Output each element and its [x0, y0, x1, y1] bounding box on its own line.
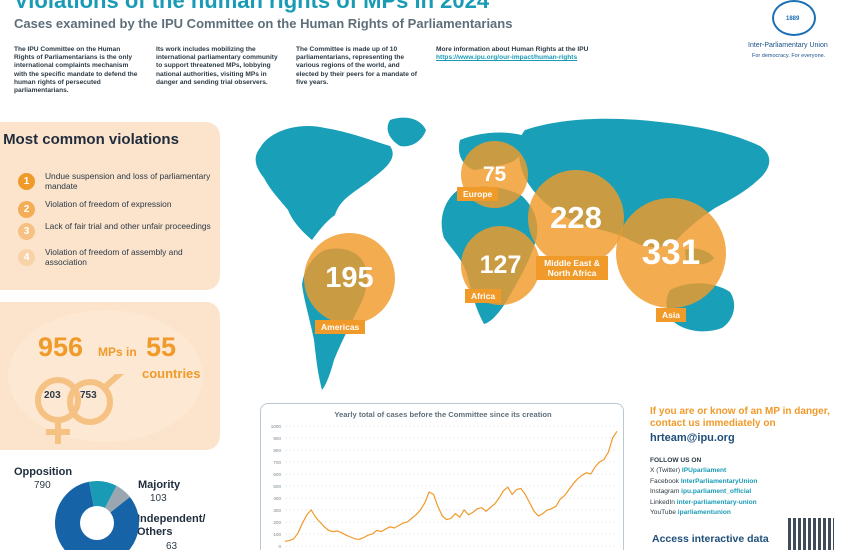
region-bubble: 331	[616, 198, 726, 308]
north-america-shape	[255, 126, 393, 240]
independent-label: Independent/Others	[137, 513, 206, 538]
contact-email[interactable]: hrteam@ipu.org	[650, 432, 735, 444]
countries-count: 55	[146, 332, 177, 362]
violation-item: 4 Violation of freedom of assembly and a…	[18, 247, 218, 268]
page-subtitle: Cases examined by the IPU Committee on t…	[14, 16, 513, 31]
region-label: Americas	[315, 320, 366, 334]
logo-tagline: For democracy. For everyone.	[752, 53, 826, 59]
intro-text-1: The IPU Committee on the Human Rights of…	[14, 46, 138, 95]
y-tick-label: 200	[273, 520, 281, 525]
y-tick-label: 300	[273, 508, 281, 513]
female-count: 203	[44, 390, 61, 401]
violations-panel: Most common violations 1 Undue suspensio…	[0, 122, 220, 290]
region-label: Europe	[457, 187, 499, 201]
cases-series-line	[284, 430, 618, 542]
follow-heading: FOLLOW US ON	[650, 457, 702, 464]
violation-text: Violation of freedom of expression	[45, 199, 172, 209]
qr-code-icon[interactable]	[788, 518, 834, 550]
violation-text: Violation of freedom of assembly and ass…	[45, 247, 183, 267]
y-tick-label: 1000	[271, 424, 282, 429]
access-data-link[interactable]: Access interactive data	[652, 533, 769, 545]
y-tick-label: 100	[273, 532, 281, 537]
social-links: FOLLOW US ON X (Twitter) IPUparliament F…	[650, 456, 757, 518]
independent-count: 63	[166, 541, 178, 550]
region-label: Africa	[465, 289, 502, 303]
violation-text: Undue suspension and loss of parliamenta…	[45, 171, 211, 191]
y-tick-label: 400	[273, 496, 281, 501]
violation-number: 4	[18, 249, 35, 266]
violation-item: 2 Violation of freedom of expression	[18, 199, 218, 218]
page-title: Violations of the human rights of MPs in…	[14, 0, 490, 13]
opposition-count: 790	[34, 480, 51, 491]
more-info-text: More information about Human Rights at t…	[436, 46, 589, 53]
violation-number: 2	[18, 201, 35, 218]
region-bubble: 195	[304, 233, 395, 324]
logo-year: 1889	[786, 16, 800, 22]
region-bubble: 228	[528, 170, 624, 266]
logo-name: Inter-Parliamentary Union	[748, 42, 828, 49]
social-linkedin[interactable]: LinkedIn inter-parliamentary-union	[650, 498, 757, 506]
human-rights-link[interactable]: https://www.ipu.org/our-impact/human-rig…	[436, 54, 578, 62]
mps-count: 956	[38, 332, 84, 362]
countries-label: countries	[142, 366, 201, 381]
chart-title: Yearly total of cases before the Committ…	[334, 410, 552, 419]
male-count: 753	[80, 390, 97, 401]
totals-circle	[8, 310, 203, 442]
intro-text-3: The Committee is made up of 10 parliamen…	[296, 46, 417, 86]
region-label: Middle East & North Africa	[536, 256, 608, 280]
contact-cta: If you are or know of an MP in danger, c…	[650, 406, 830, 429]
violation-number: 1	[18, 173, 35, 190]
region-label: Asia	[656, 308, 686, 322]
y-tick-label: 0	[278, 544, 281, 549]
y-tick-label: 900	[273, 436, 281, 441]
logo-emblem	[772, 0, 816, 36]
violation-text: Lack of fair trial and other unfair proc…	[45, 221, 211, 231]
social-instagram[interactable]: Instagram ipu.parliament_official	[650, 488, 752, 496]
majority-label: Majority	[138, 479, 181, 491]
gender-symbols-icon	[35, 374, 125, 444]
y-tick-label: 500	[273, 484, 281, 489]
cases-line-chart: 0 100 200 300 400 500 600 700 800 900 1000	[271, 424, 618, 549]
y-tick-label: 700	[273, 460, 281, 465]
ipu-logo: 1889 Inter-Parliamentary Union For democ…	[748, 0, 844, 64]
mps-label: MPs in	[98, 345, 137, 359]
totals-panel: 956 MPs in 55 countries	[0, 302, 220, 450]
opposition-label: Opposition	[14, 466, 73, 478]
cases-chart-panel: Yearly total of cases before the Committ…	[260, 403, 624, 550]
intro-text-2: Its work includes mobilizing the interna…	[156, 46, 278, 86]
y-tick-label: 800	[273, 448, 281, 453]
donut-slice-opposition	[55, 481, 139, 550]
greenland-shape	[387, 117, 426, 147]
violation-number: 3	[18, 223, 35, 240]
social-facebook[interactable]: Facebook InterParliamentaryUnion	[650, 477, 758, 485]
majority-count: 103	[150, 493, 167, 504]
social-youtube[interactable]: YouTube iparliamentunion	[650, 509, 731, 517]
violation-item: 3 Lack of fair trial and other unfair pr…	[18, 221, 218, 240]
social-x[interactable]: X (Twitter) IPUparliament	[650, 467, 727, 475]
violations-title: Most common violations	[3, 131, 179, 148]
intro-text-4: More information about Human Rights at t…	[436, 46, 636, 62]
y-tick-label: 600	[273, 472, 281, 477]
violation-item: 1 Undue suspension and loss of parliamen…	[18, 171, 218, 192]
affiliation-donut-chart	[55, 481, 139, 550]
